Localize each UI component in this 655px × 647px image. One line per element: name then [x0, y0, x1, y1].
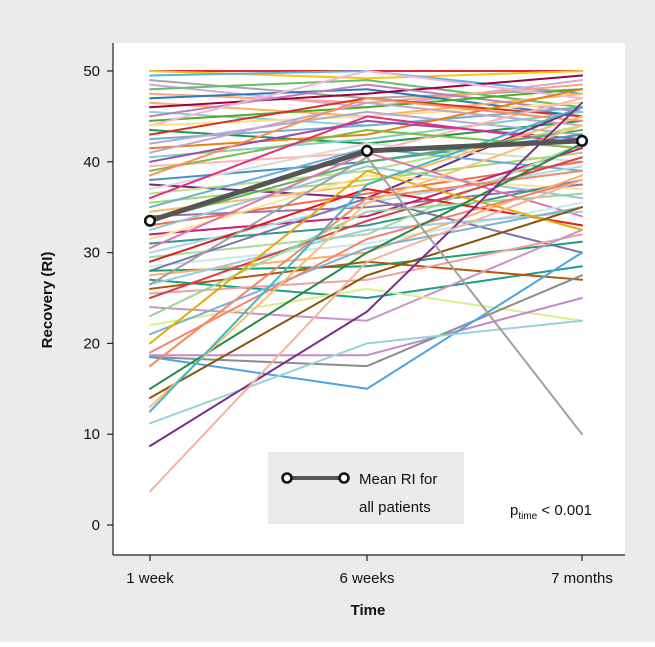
patient-series-line [149, 169, 583, 345]
legend: Mean RI for all patients [268, 452, 464, 524]
patient-series-line [149, 97, 583, 177]
patient-series-line [149, 129, 583, 222]
patient-series-line [149, 142, 583, 190]
legend-marker-right [338, 472, 350, 484]
y-tick-label: 0 [92, 517, 100, 534]
legend-marker-left [281, 472, 293, 484]
patient-series-line [149, 115, 583, 200]
x-tick-label: 6 weeks [339, 570, 394, 587]
mean-point [143, 214, 157, 227]
p-value-subscript: time [518, 511, 537, 522]
patient-series-line [149, 156, 583, 299]
patient-series-line [149, 179, 583, 354]
patient-series-line [149, 142, 583, 259]
series-layer [149, 70, 583, 493]
patient-series-line [149, 165, 583, 231]
mean-series-layer [143, 134, 589, 227]
patient-series-line [149, 183, 583, 218]
patient-series-line [149, 110, 583, 159]
p-value-base: p [510, 502, 518, 519]
patient-series-line [149, 142, 583, 390]
patient-series-line [149, 201, 583, 268]
patient-series-line [149, 79, 583, 109]
patient-series-line [149, 274, 583, 368]
patient-series-line [149, 251, 583, 390]
patient-series-line [149, 228, 583, 322]
patient-series-line [149, 70, 583, 127]
patient-series-line [149, 106, 583, 413]
mean-point [360, 144, 374, 157]
patient-series-line [149, 210, 583, 286]
p-value-annotation: ptime < 0.001 [510, 502, 592, 522]
patient-series-line [149, 74, 583, 109]
patient-series-line [149, 319, 583, 425]
y-ticks: 0 10 20 30 40 50 [83, 63, 113, 534]
x-tick-label: 1 week [126, 570, 174, 587]
patient-series-line [149, 156, 583, 436]
patient-series-line [149, 287, 583, 327]
patient-series-line [149, 124, 583, 408]
legend-label-line-1: Mean RI for [359, 471, 437, 488]
y-tick-label: 20 [83, 335, 100, 352]
patient-series-line [149, 83, 583, 118]
patient-series-line [149, 101, 583, 447]
patient-series-line [149, 101, 583, 154]
y-tick-label: 10 [83, 426, 100, 443]
patient-series-line [149, 88, 583, 122]
patient-series-line [149, 147, 583, 236]
patient-series-line [149, 188, 583, 263]
x-tick-label: 7 months [551, 570, 613, 587]
patient-series-line [149, 206, 583, 399]
patient-series-line [149, 174, 583, 240]
axes-layer [112, 43, 625, 556]
legend-box [268, 452, 464, 524]
legend-label-line-2: all patients [359, 499, 431, 516]
patient-series-line [149, 179, 583, 493]
patient-series-line [149, 233, 583, 295]
p-value-rest: < 0.001 [537, 502, 592, 519]
y-tick-label: 50 [83, 63, 100, 80]
patient-series-line [149, 88, 583, 150]
patient-series-line [149, 297, 583, 357]
y-tick-label: 40 [83, 154, 100, 171]
y-axis-label: Recovery (RI) [39, 252, 56, 349]
x-axis-label: Time [351, 602, 386, 619]
patient-series-line [149, 206, 583, 336]
x-ticks: 1 week 6 weeks 7 months [126, 555, 613, 587]
patient-series-line [149, 110, 583, 145]
y-tick-label: 30 [83, 245, 100, 262]
mean-point [575, 134, 589, 147]
